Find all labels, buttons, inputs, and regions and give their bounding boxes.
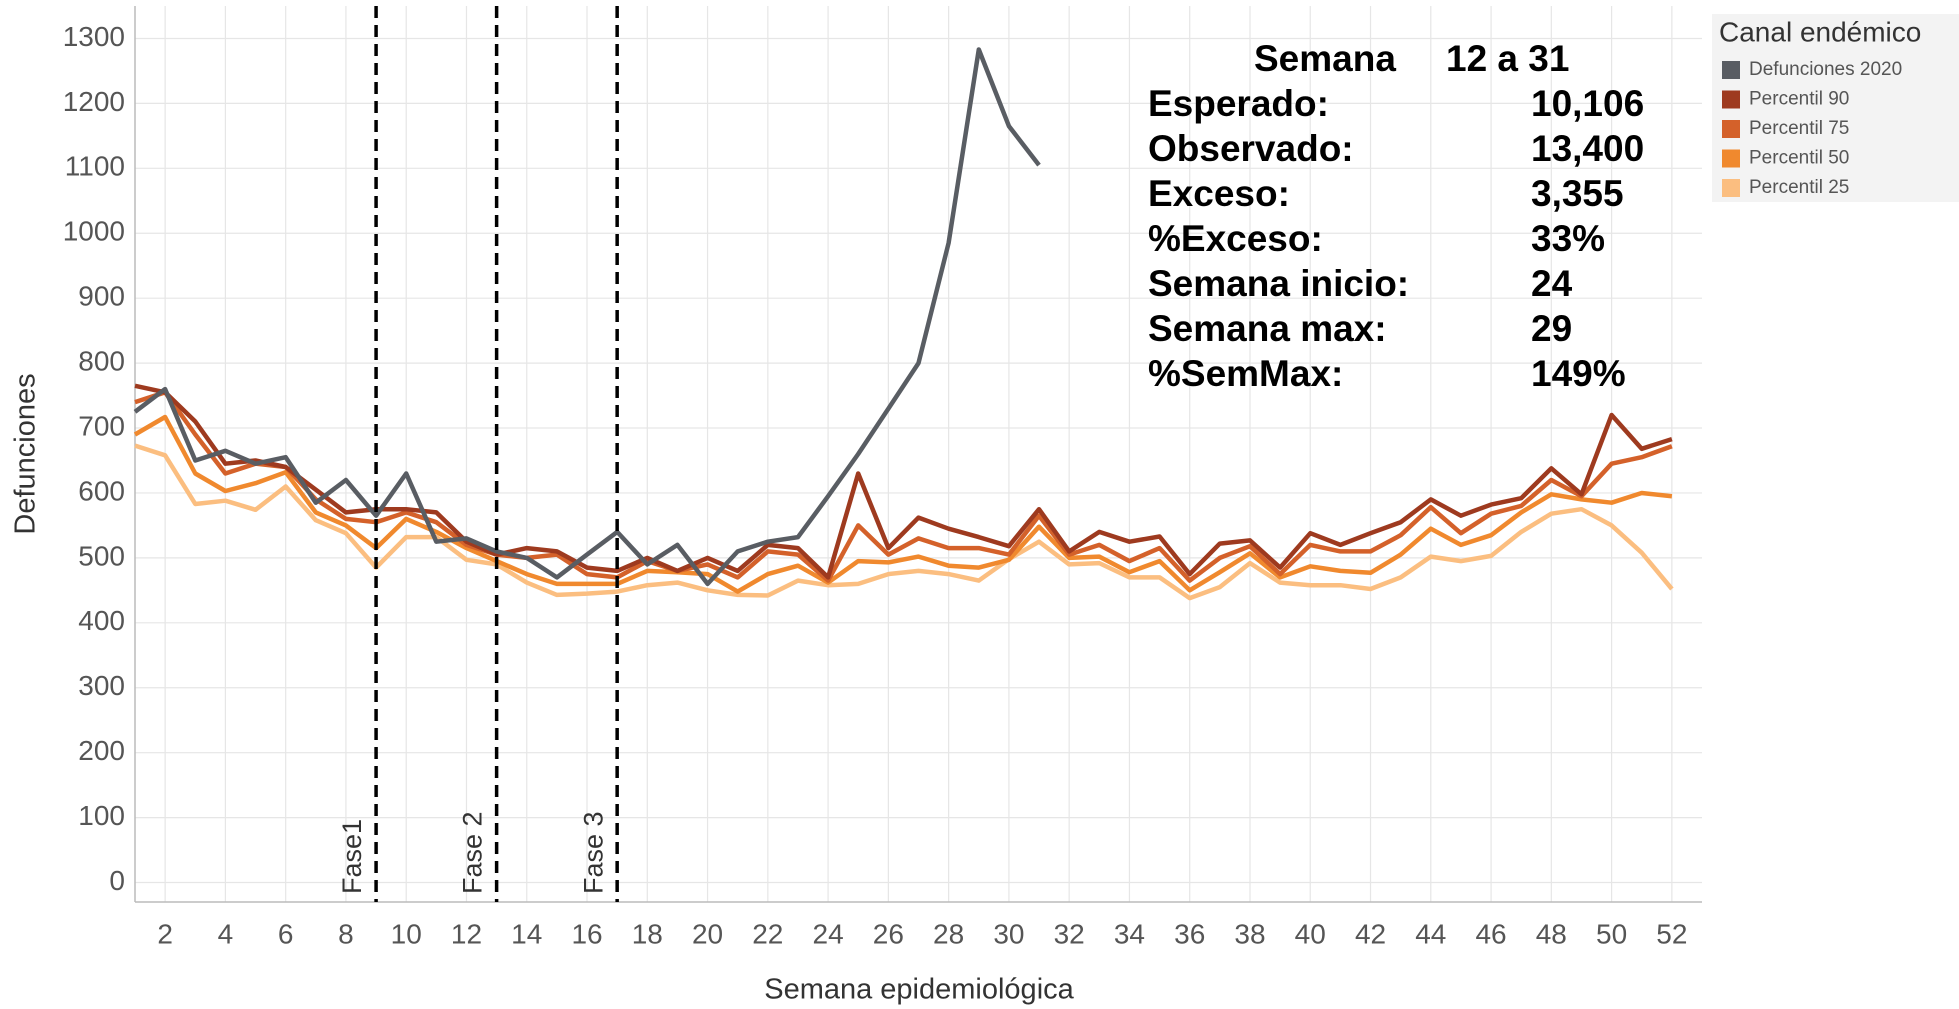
summary-label: %Exceso: (1148, 218, 1323, 259)
y-tick-label: 300 (78, 670, 125, 701)
y-tick-label: 800 (78, 345, 125, 376)
summary-value: 33% (1531, 218, 1605, 259)
summary-label: %SemMax: (1148, 353, 1343, 394)
legend-swatch (1722, 179, 1740, 197)
phase-label: Fase 3 (578, 811, 608, 894)
x-tick-label: 18 (632, 918, 663, 949)
legend-label: Percentil 50 (1749, 148, 1849, 169)
y-tick-label: 1000 (63, 216, 125, 247)
summary-label: Semana max: (1148, 308, 1387, 349)
y-tick-label: 1200 (63, 86, 125, 117)
x-tick-label: 50 (1596, 918, 1627, 949)
y-tick-label: 1300 (63, 21, 125, 52)
x-tick-label: 48 (1536, 918, 1567, 949)
y-tick-label: 600 (78, 475, 125, 506)
series-line (133, 414, 1673, 594)
x-tick-label: 10 (391, 918, 422, 949)
y-tick-label: 900 (78, 281, 125, 312)
y-tick-label: 500 (78, 540, 125, 571)
series-line (134, 390, 1673, 583)
x-tick-label: 24 (813, 918, 844, 949)
x-tick-label: 46 (1475, 918, 1506, 949)
x-tick-label: 8 (338, 918, 354, 949)
series-line (134, 383, 1673, 580)
summary-value: 24 (1531, 263, 1573, 304)
x-tick-label: 2 (157, 918, 173, 949)
y-tick-label: 200 (78, 735, 125, 766)
x-tick-label: 40 (1295, 918, 1326, 949)
summary-value: 29 (1531, 308, 1572, 349)
y-axis-title: Defunciones (10, 373, 42, 534)
x-tick-label: 26 (873, 918, 904, 949)
x-tick-label: 38 (1234, 918, 1265, 949)
summary-label: Exceso: (1148, 173, 1290, 214)
summary-value: 10,106 (1531, 83, 1644, 124)
y-tick-label: 0 (109, 865, 125, 896)
x-tick-label: 52 (1656, 918, 1687, 949)
legend-swatch (1722, 149, 1740, 168)
legend-background (1712, 14, 1959, 202)
legend-swatch (1722, 61, 1740, 79)
legend-label: Percentil 25 (1749, 177, 1849, 198)
x-tick-label: 16 (571, 918, 602, 949)
series-line (133, 47, 1041, 587)
series-line (134, 443, 1674, 601)
legend-title: Canal endémico (1719, 16, 1921, 47)
y-tick-label: 700 (78, 410, 125, 441)
legend-swatch (1722, 90, 1740, 109)
legend-label: Defunciones 2020 (1749, 59, 1902, 80)
y-tick-label: 400 (78, 605, 125, 636)
x-tick-label: 22 (752, 918, 783, 949)
x-tick-label: 12 (451, 918, 482, 949)
summary-label: Esperado: (1148, 83, 1329, 124)
summary-header: 12 a 31 (1446, 38, 1569, 79)
legend-label: Percentil 90 (1749, 89, 1849, 110)
x-tick-label: 6 (278, 918, 294, 949)
summary-value: 3,355 (1531, 173, 1624, 214)
y-tick-label: 100 (78, 800, 125, 831)
x-tick-label: 36 (1174, 918, 1205, 949)
x-tick-label: 44 (1415, 918, 1446, 949)
x-tick-label: 20 (692, 918, 723, 949)
x-tick-label: 14 (511, 918, 542, 949)
x-tick-label: 4 (218, 918, 234, 949)
x-tick-label: 32 (1054, 918, 1085, 949)
summary-value: 149% (1531, 353, 1626, 394)
x-tick-label: 42 (1355, 918, 1386, 949)
x-tick-label: 28 (933, 918, 964, 949)
x-tick-label: 34 (1114, 918, 1145, 949)
phase-label: Fase 2 (458, 811, 488, 894)
y-tick-label: 1100 (65, 151, 125, 182)
phase-label: Fase1 (337, 819, 367, 894)
legend-label: Percentil 75 (1749, 118, 1849, 139)
x-tick-label: 30 (993, 918, 1024, 949)
x-axis-title: Semana epidemiológica (764, 974, 1074, 1006)
legend-swatch (1722, 120, 1740, 138)
summary-value: 13,400 (1531, 128, 1644, 169)
summary-header: Semana (1254, 38, 1396, 79)
summary-label: Observado: (1148, 128, 1354, 169)
summary-label: Semana inicio: (1148, 263, 1409, 304)
